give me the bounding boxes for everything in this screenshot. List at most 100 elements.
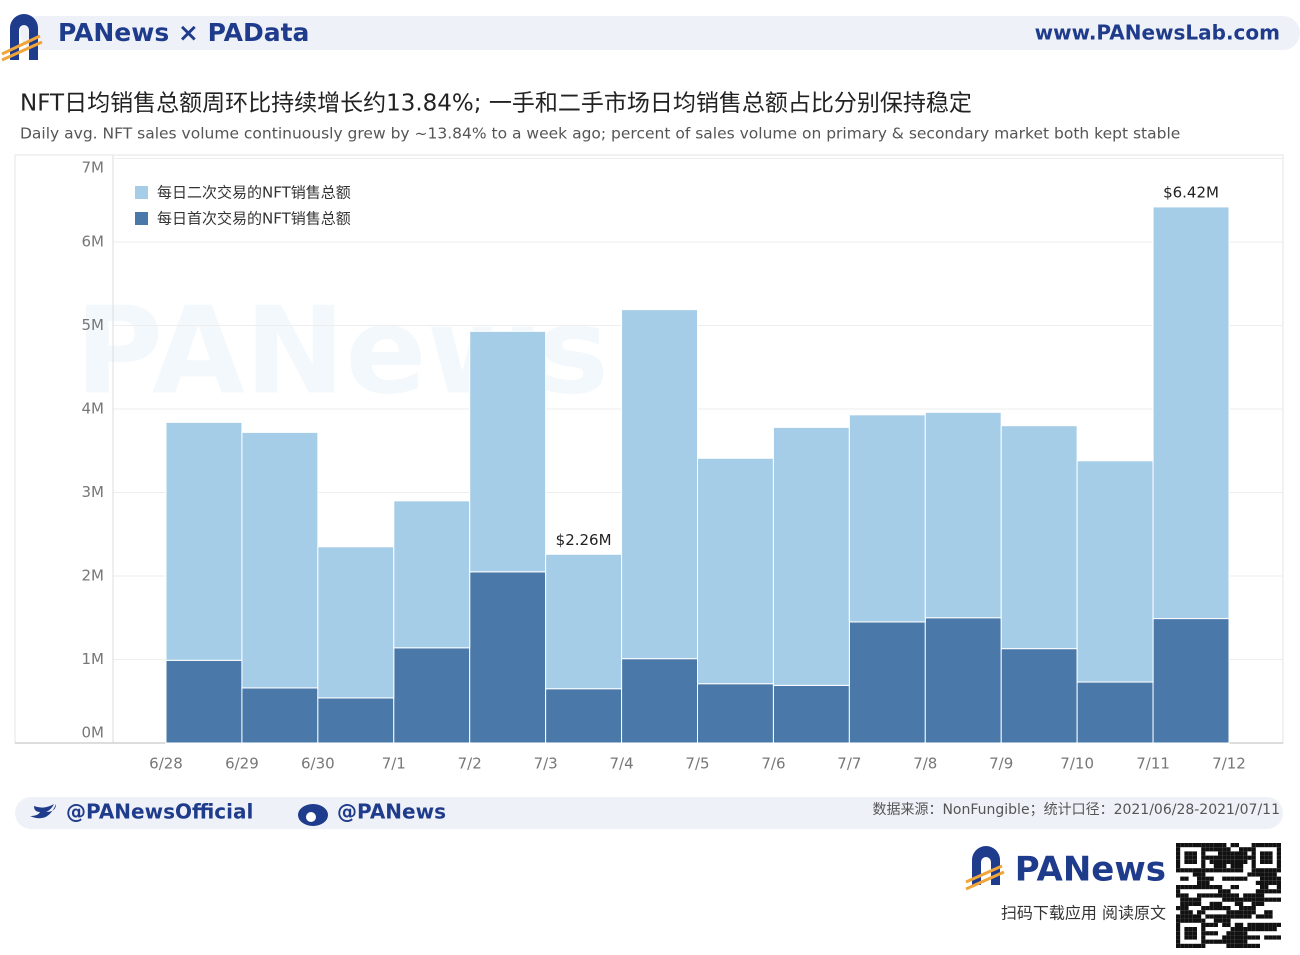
bar-segment bbox=[1000, 648, 1078, 744]
qr-module bbox=[1251, 922, 1256, 927]
qr-module bbox=[1260, 880, 1265, 885]
x-tick-label: 7/7 bbox=[837, 755, 861, 773]
qr-module bbox=[1255, 927, 1260, 932]
qr-module bbox=[1243, 943, 1248, 948]
qr-module bbox=[1234, 843, 1239, 848]
qr-module bbox=[1201, 893, 1206, 898]
qr-module bbox=[1251, 897, 1256, 902]
qr-module bbox=[1192, 859, 1197, 864]
bar-segment bbox=[469, 330, 547, 573]
qr-module bbox=[1268, 872, 1273, 877]
qr-module bbox=[1260, 914, 1265, 919]
qr-module bbox=[1222, 939, 1227, 944]
qr-module bbox=[1226, 918, 1231, 923]
qr-module bbox=[1239, 910, 1244, 915]
qr-module bbox=[1201, 847, 1206, 852]
qr-module bbox=[1234, 901, 1239, 906]
qr-module bbox=[1268, 914, 1273, 919]
qr-module bbox=[1268, 868, 1273, 873]
qr-module bbox=[1260, 868, 1265, 873]
qr-module bbox=[1222, 864, 1227, 869]
qr-module bbox=[1230, 855, 1235, 860]
qr-module bbox=[1197, 893, 1202, 898]
qr-module bbox=[1230, 897, 1235, 902]
qr-module bbox=[1234, 910, 1239, 915]
chart-subtitle: Daily avg. NFT sales volume continuously… bbox=[20, 125, 1180, 143]
qr-module bbox=[1205, 922, 1210, 927]
qr-code bbox=[1176, 843, 1281, 948]
qr-module bbox=[1209, 893, 1214, 898]
qr-module bbox=[1260, 855, 1265, 860]
qr-module bbox=[1213, 864, 1218, 869]
chart-title: NFT日均销售总额周环比持续增长约13.84%; 一手和二手市场日均销售总额占比… bbox=[20, 91, 972, 117]
qr-module bbox=[1222, 851, 1227, 856]
qr-module bbox=[1255, 897, 1260, 902]
qr-module bbox=[1176, 864, 1181, 869]
qr-module bbox=[1264, 880, 1269, 885]
qr-module bbox=[1260, 893, 1265, 898]
x-tick-label: 7/6 bbox=[761, 755, 785, 773]
qr-module bbox=[1201, 872, 1206, 877]
qr-module bbox=[1188, 943, 1193, 948]
x-tick-label: 7/12 bbox=[1212, 755, 1246, 773]
bar-segment bbox=[924, 411, 1002, 619]
qr-module bbox=[1197, 880, 1202, 885]
bar-segment bbox=[241, 687, 319, 744]
x-tick-label: 7/10 bbox=[1060, 755, 1094, 773]
qr-module bbox=[1234, 935, 1239, 940]
qr-module bbox=[1184, 931, 1189, 936]
qr-module bbox=[1176, 922, 1181, 927]
qr-module bbox=[1184, 885, 1189, 890]
qr-module bbox=[1218, 864, 1223, 869]
qr-module bbox=[1192, 851, 1197, 856]
qr-module bbox=[1234, 939, 1239, 944]
bar-segment bbox=[317, 546, 395, 699]
qr-module bbox=[1201, 931, 1206, 936]
qr-module bbox=[1264, 927, 1269, 932]
qr-module bbox=[1230, 943, 1235, 948]
qr-module bbox=[1176, 855, 1181, 860]
qr-module bbox=[1239, 847, 1244, 852]
qr-module bbox=[1268, 935, 1273, 940]
qr-module bbox=[1251, 901, 1256, 906]
qr-module bbox=[1276, 843, 1281, 848]
qr-module bbox=[1239, 901, 1244, 906]
qr-module bbox=[1188, 935, 1193, 940]
qr-module bbox=[1234, 897, 1239, 902]
qr-module bbox=[1192, 885, 1197, 890]
bar-segment bbox=[621, 658, 698, 744]
qr-module bbox=[1222, 897, 1227, 902]
qr-module bbox=[1268, 922, 1273, 927]
bar-segment bbox=[545, 553, 623, 690]
x-tick-label: 7/11 bbox=[1136, 755, 1170, 773]
qr-module bbox=[1197, 885, 1202, 890]
qr-module bbox=[1243, 935, 1248, 940]
qr-module bbox=[1218, 939, 1223, 944]
qr-module bbox=[1188, 885, 1193, 890]
x-tick-label: 7/5 bbox=[685, 755, 709, 773]
qr-module bbox=[1222, 918, 1227, 923]
annotation: $6.42M bbox=[1163, 183, 1219, 201]
qr-module bbox=[1251, 864, 1256, 869]
qr-module bbox=[1247, 922, 1252, 927]
qr-module bbox=[1213, 868, 1218, 873]
qr-module bbox=[1192, 914, 1197, 919]
x-tick-label: 7/4 bbox=[610, 755, 634, 773]
bar-segment bbox=[317, 697, 395, 744]
qr-module bbox=[1226, 893, 1231, 898]
qr-module bbox=[1222, 843, 1227, 848]
qr-module bbox=[1272, 880, 1277, 885]
qr-module bbox=[1276, 885, 1281, 890]
qr-module bbox=[1209, 931, 1214, 936]
qr-module bbox=[1205, 914, 1210, 919]
legend-swatch bbox=[135, 212, 148, 225]
qr-module bbox=[1213, 931, 1218, 936]
qr-module bbox=[1272, 872, 1277, 877]
qr-module bbox=[1260, 876, 1265, 881]
qr-module bbox=[1176, 885, 1181, 890]
qr-module bbox=[1243, 876, 1248, 881]
qr-module bbox=[1272, 889, 1277, 894]
qr-module bbox=[1226, 922, 1231, 927]
qr-module bbox=[1209, 885, 1214, 890]
